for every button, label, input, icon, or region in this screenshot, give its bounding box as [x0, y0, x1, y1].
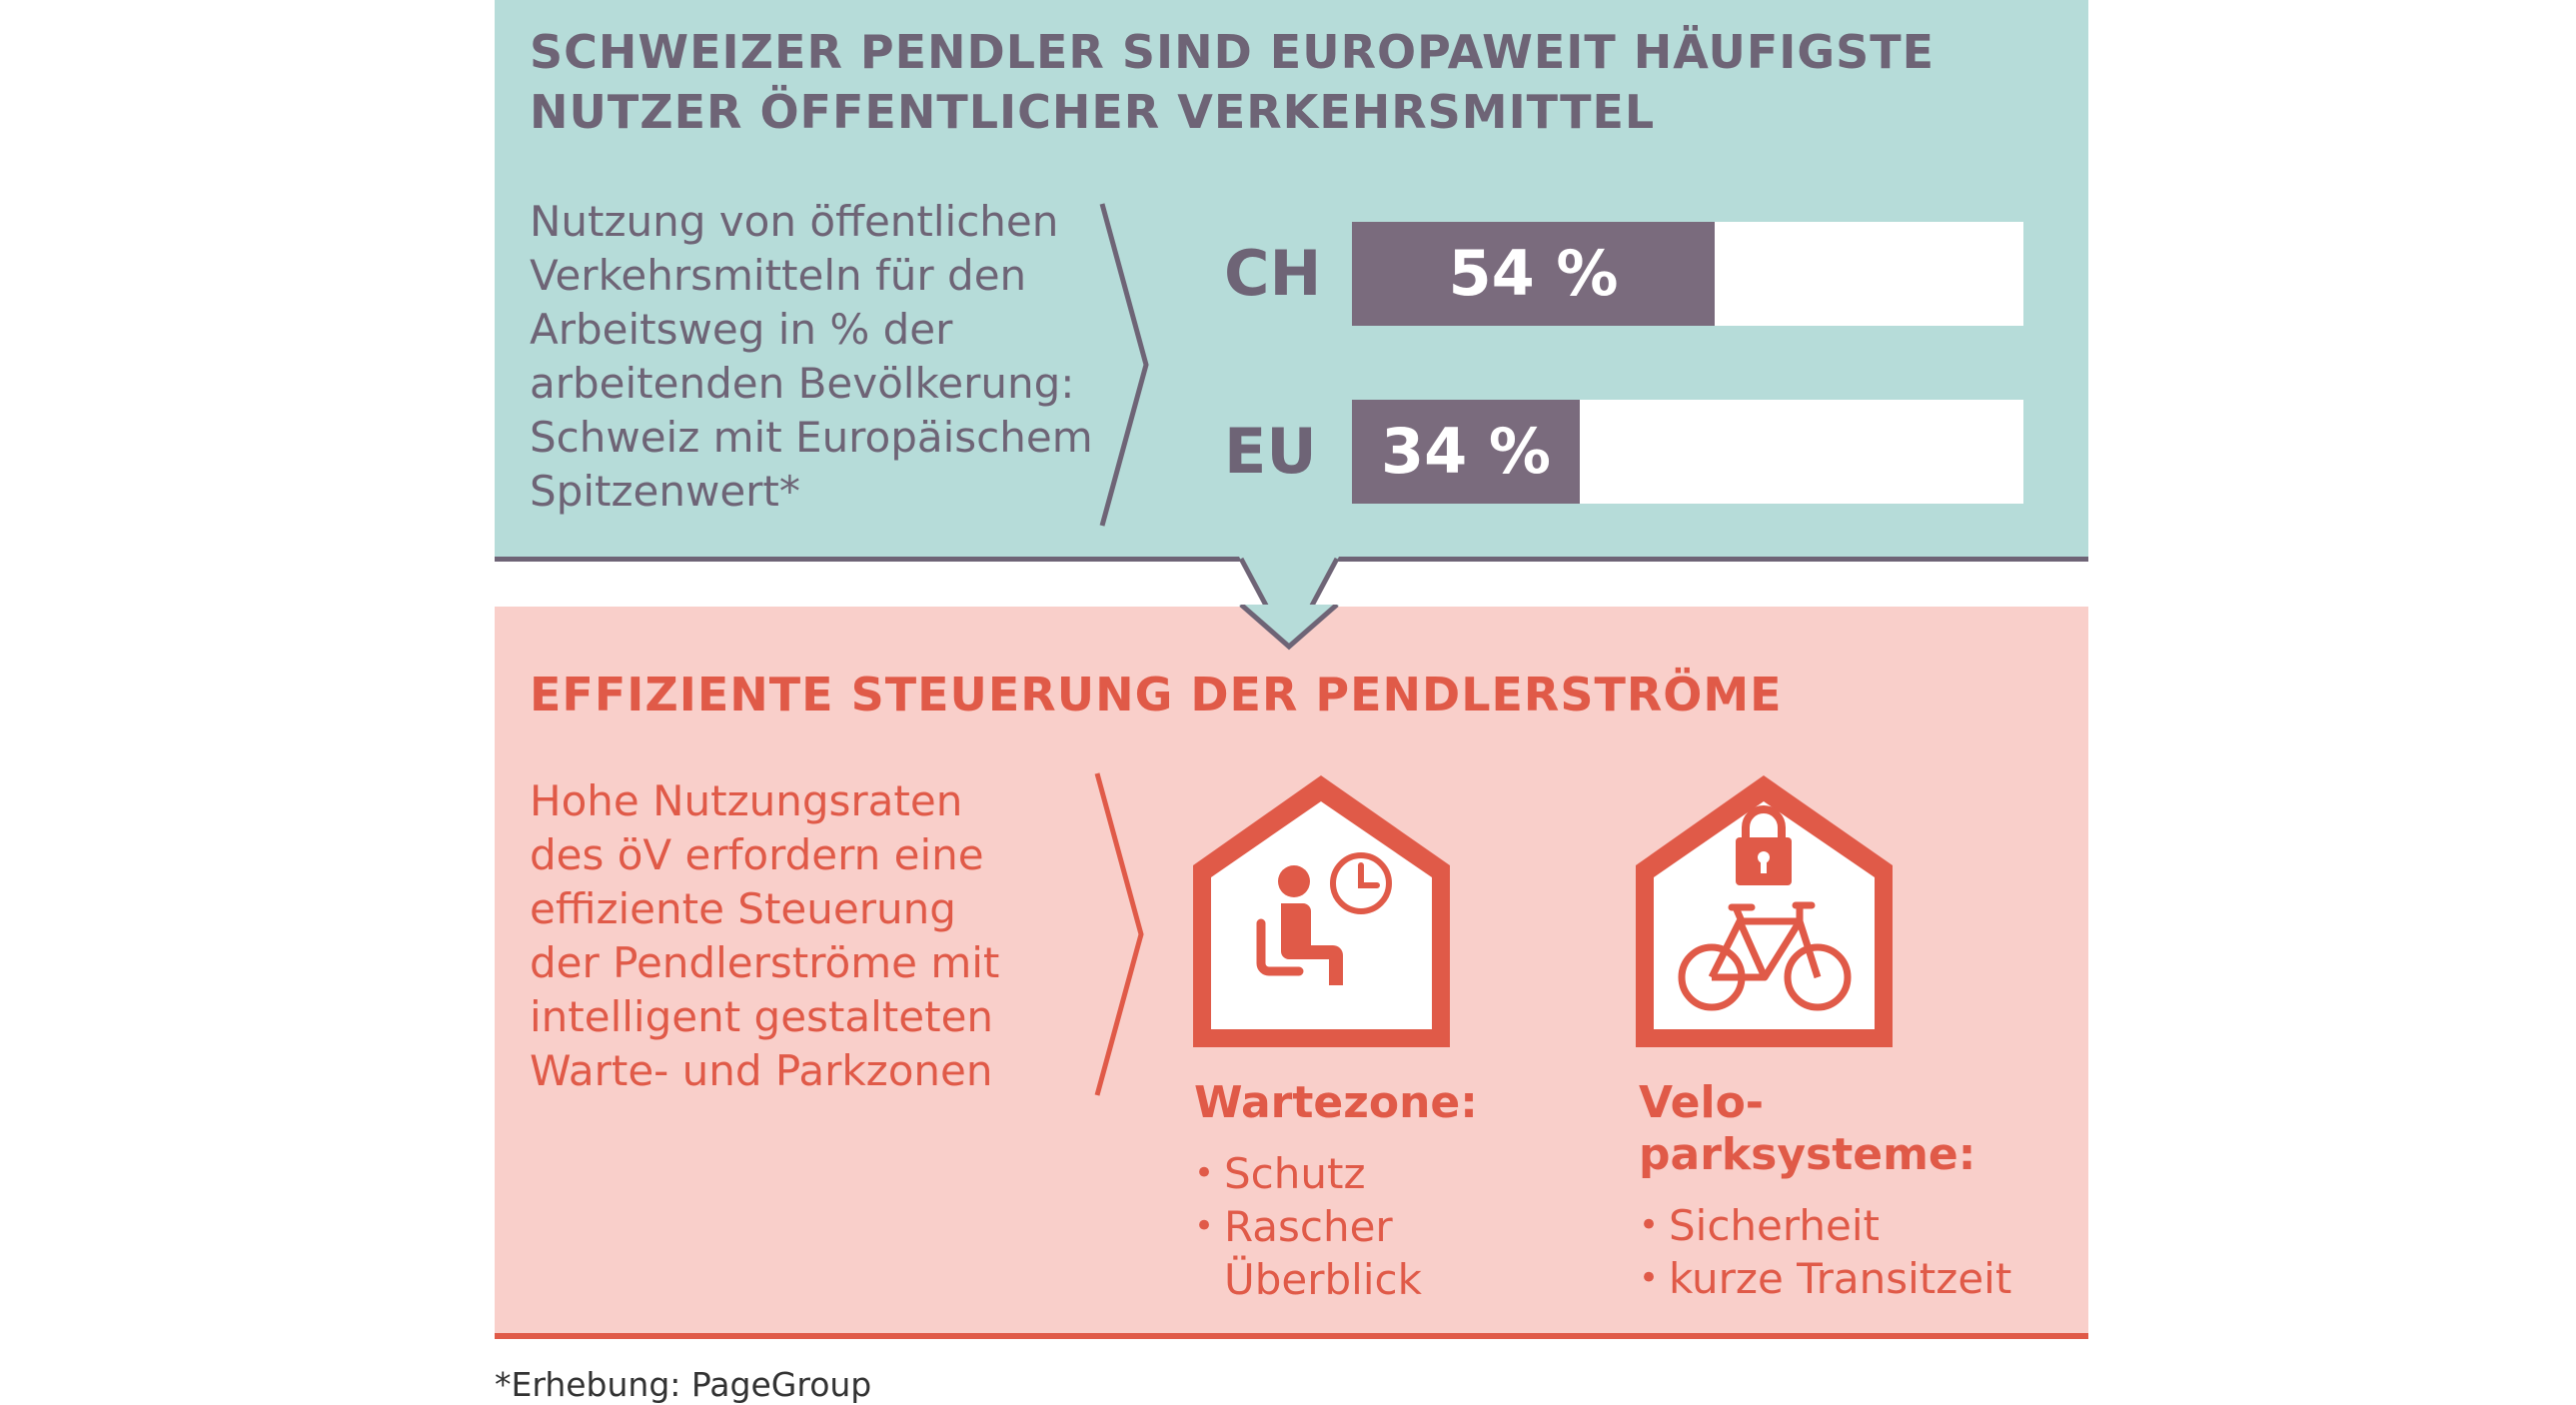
footnote: *Erhebung: PageGroup: [495, 1365, 872, 1404]
bar-category-label: CH: [1224, 237, 1322, 310]
bar-category-label: EU: [1224, 415, 1317, 488]
top-title-line: NUTZER ÖFFENTLICHER VERKEHRSMITTEL: [530, 85, 1656, 139]
list-item-text-continued: Überblick: [1224, 1255, 1422, 1304]
waiting-person-clock-icon: [1193, 775, 1450, 1047]
bottom-description-line: der Pendlerströme mit: [530, 938, 1000, 987]
bottom-description: Hohe Nutzungsraten des öV erfordern eine…: [530, 774, 1089, 1098]
velo-title: Velo- parksysteme:: [1639, 1077, 1975, 1181]
top-title: SCHWEIZER PENDLER SIND EUROPAWEIT HÄUFIG…: [530, 22, 2048, 142]
bar-track: 34 %: [1352, 400, 2023, 504]
list-item: Sicherheit: [1639, 1199, 2011, 1252]
bottom-title: EFFIZIENTE STEUERUNG DER PENDLERSTRÖME: [530, 668, 1783, 721]
bottom-description-line: des öV erfordern eine: [530, 830, 984, 879]
wartezone-title: Wartezone:: [1194, 1077, 1478, 1129]
bottom-description-line: effiziente Steuerung: [530, 884, 956, 933]
top-chevron-divider: [1099, 203, 1149, 527]
bar-track: 54 %: [1352, 222, 2023, 326]
bar-eu: 34 %: [1352, 400, 1580, 504]
list-item: kurze Transitzeit: [1639, 1252, 2011, 1305]
top-description-line: Nutzung von öffentlichen: [530, 197, 1059, 246]
speech-pointer-fill: [1239, 605, 1339, 651]
list-item-text: Sicherheit: [1669, 1201, 1881, 1250]
top-description-line: Arbeitsweg in % der: [530, 305, 953, 354]
bar-ch: 54 %: [1352, 222, 1715, 326]
bar-row-eu: EU 34 %: [1224, 400, 2023, 504]
velo-title-line: Velo-: [1639, 1077, 1765, 1128]
bottom-description-line: Hohe Nutzungsraten: [530, 776, 963, 825]
list-item-text: Schutz: [1224, 1149, 1366, 1198]
top-description-line: arbeitenden Bevölkerung:: [530, 359, 1075, 408]
wartezone-title-line: Wartezone:: [1194, 1077, 1478, 1128]
bar-row-ch: CH 54 %: [1224, 222, 2023, 326]
top-description-line: Verkehrsmitteln für den: [530, 251, 1027, 300]
list-item: Schutz: [1194, 1147, 1422, 1200]
bottom-chevron-divider: [1094, 772, 1144, 1096]
list-item-text: Rascher: [1224, 1202, 1393, 1251]
velo-title-line: parksysteme:: [1639, 1129, 1976, 1180]
top-description-line: Spitzenwert*: [530, 467, 800, 516]
bar-value-label: 54 %: [1448, 237, 1619, 310]
bottom-description-line: Warte- und Parkzonen: [530, 1046, 993, 1095]
velo-list: Sicherheit kurze Transitzeit: [1639, 1199, 2011, 1305]
top-description: Nutzung von öffentlichen Verkehrsmitteln…: [530, 195, 1109, 519]
bar-value-label: 34 %: [1381, 415, 1551, 488]
top-title-line: SCHWEIZER PENDLER SIND EUROPAWEIT HÄUFIG…: [530, 25, 1935, 79]
bicycle-lock-icon: [1636, 775, 1893, 1047]
bottom-panel-divider: [495, 1333, 2088, 1339]
list-item-text: kurze Transitzeit: [1669, 1254, 2012, 1303]
bottom-description-line: intelligent gestalteten: [530, 992, 994, 1041]
top-description-line: Schweiz mit Europäischem: [530, 413, 1093, 462]
